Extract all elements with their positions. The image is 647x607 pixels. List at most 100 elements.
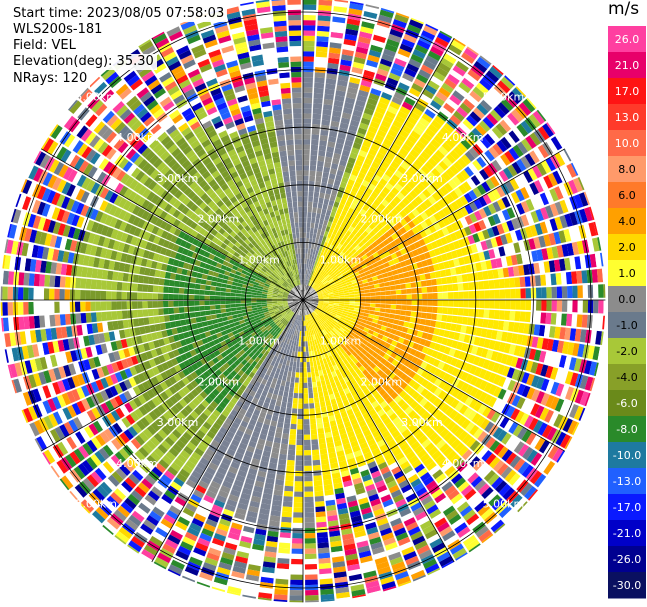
radar-gate: [468, 189, 478, 201]
radar-gate: [368, 148, 378, 157]
radar-gate: [465, 264, 472, 273]
radar-gate: [256, 388, 263, 395]
radar-gate: [442, 300, 449, 307]
radar-gate: [140, 417, 150, 428]
radar-gate: [521, 334, 529, 346]
radar-gate: [496, 463, 509, 476]
radar-gate: [365, 359, 373, 366]
radar-gate: [315, 407, 321, 414]
radar-gate: [95, 506, 109, 520]
radar-gate: [230, 356, 238, 363]
radar-gate: [436, 278, 443, 285]
radar-gate: [237, 362, 244, 370]
radar-gate: [417, 467, 428, 478]
radar-gate: [305, 595, 319, 601]
radar-gate: [368, 338, 375, 345]
radar-gate: [303, 25, 316, 31]
radar-gate: [376, 377, 384, 385]
radar-gate: [529, 224, 538, 237]
radar-gate: [311, 434, 318, 440]
radar-gate: [206, 430, 216, 440]
radar-gate: [362, 112, 373, 121]
radar-gate: [354, 482, 364, 490]
radar-gate: [343, 38, 357, 47]
radar-gate: [467, 235, 476, 245]
radar-gate: [275, 367, 281, 374]
radar-gate: [386, 203, 394, 212]
radar-gate: [314, 371, 320, 377]
radar-gate: [367, 244, 374, 251]
radar-gate: [305, 279, 308, 285]
radar-gate: [449, 190, 459, 201]
radar-gate: [363, 309, 370, 314]
radar-gate: [279, 308, 285, 312]
radar-gate: [341, 438, 350, 445]
radar-gate: [333, 482, 343, 490]
radar-gate: [336, 219, 343, 226]
radar-gate: [279, 341, 284, 348]
radar-gate: [37, 343, 45, 356]
radar-gate: [321, 119, 331, 126]
radar-gate: [352, 61, 365, 70]
radar-gate: [269, 354, 275, 360]
radar-gate: [339, 232, 345, 239]
radar-gate: [252, 348, 258, 354]
radar-gate: [348, 413, 356, 421]
radar-gate: [338, 336, 344, 343]
radar-gate: [283, 314, 289, 319]
radar-gate: [571, 422, 580, 436]
radar-gate: [462, 181, 472, 192]
radar-gate: [252, 397, 259, 405]
radar-gate: [536, 300, 542, 311]
radar-gate: [196, 416, 206, 425]
radar-gate: [221, 552, 235, 561]
radar-gate: [347, 195, 354, 203]
radar-gate: [400, 248, 407, 255]
radar-gate: [593, 300, 599, 314]
radar-gate: [246, 569, 260, 577]
radar-gate: [396, 300, 402, 305]
radar-gate: [291, 548, 303, 554]
radar-gate: [230, 377, 238, 385]
radar-gate: [307, 295, 313, 299]
radar-gate: [405, 521, 419, 532]
radar-gate: [462, 282, 469, 291]
radar-gate: [331, 311, 337, 315]
radar-gate: [464, 363, 473, 373]
radar-gate: [481, 533, 494, 544]
radar-gate: [406, 354, 414, 362]
radar-gate: [487, 473, 500, 486]
radar-gate: [471, 345, 479, 355]
radar-gate: [343, 171, 351, 179]
radar-gate: [334, 95, 345, 102]
radar-gate: [244, 340, 251, 346]
radar-gate: [315, 344, 319, 350]
radar-gate: [161, 330, 168, 338]
radar-gate: [457, 157, 468, 169]
radar-gate: [465, 373, 474, 384]
radar-gate: [310, 248, 314, 255]
radar-gate: [472, 187, 482, 198]
radar-gate: [466, 115, 478, 127]
radar-gate: [367, 207, 375, 215]
radar-gate: [337, 373, 343, 381]
radar-gate: [304, 290, 308, 296]
radar-gate: [484, 300, 490, 309]
radar-gate: [434, 410, 444, 421]
radar-gate: [566, 163, 577, 178]
radar-gate: [395, 532, 409, 542]
radar-gate: [453, 457, 465, 469]
radar-gate: [288, 303, 294, 306]
radar-gate: [270, 382, 276, 389]
radar-gate: [359, 303, 366, 306]
radar-gate: [327, 515, 338, 522]
radar-gate: [345, 278, 352, 283]
radar-gate: [478, 337, 486, 347]
radar-gate: [459, 404, 469, 415]
radar-gate: [444, 465, 456, 477]
radar-gate: [344, 33, 358, 41]
radar-gate: [396, 378, 404, 386]
radar-gate: [406, 63, 419, 73]
radar-gate: [262, 566, 275, 574]
radar-gate: [193, 407, 203, 416]
